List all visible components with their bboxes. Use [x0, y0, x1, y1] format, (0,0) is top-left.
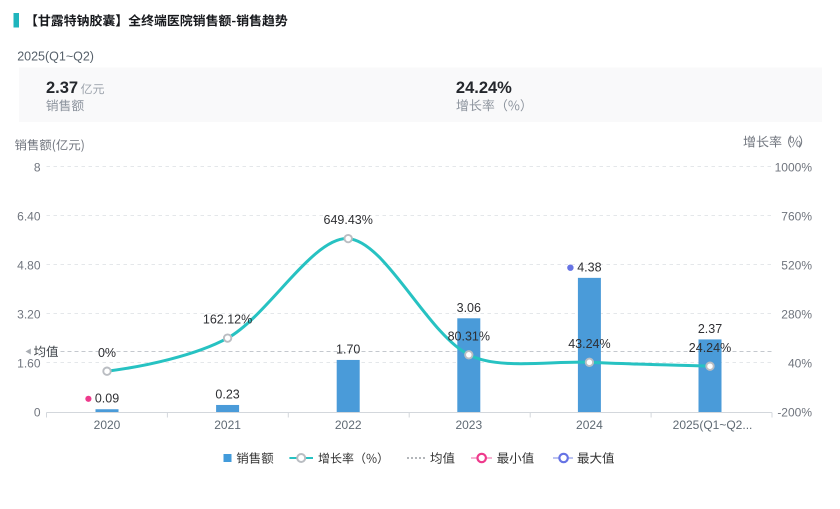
- svg-text:649.43%: 649.43%: [324, 213, 373, 227]
- svg-text:1.70: 1.70: [336, 342, 360, 356]
- svg-text:40%: 40%: [788, 356, 812, 370]
- svg-text:760%: 760%: [781, 209, 812, 223]
- svg-text:4.38: 4.38: [577, 260, 601, 274]
- svg-text:2025(Q1~Q2): 2025(Q1~Q2): [17, 50, 94, 64]
- svg-text:4.80: 4.80: [17, 258, 41, 272]
- svg-text:2025(Q1~Q2...: 2025(Q1~Q2...: [673, 418, 753, 432]
- svg-text:2.37: 2.37: [698, 322, 722, 336]
- svg-text:3.06: 3.06: [457, 301, 481, 315]
- svg-text:0%: 0%: [98, 346, 116, 360]
- svg-text:2024: 2024: [576, 418, 603, 432]
- svg-text:-200%: -200%: [777, 405, 812, 419]
- svg-text:43.24%: 43.24%: [568, 337, 610, 351]
- svg-text:2.37: 2.37: [46, 79, 78, 97]
- svg-text:280%: 280%: [781, 307, 812, 321]
- svg-text:80.31%: 80.31%: [448, 329, 490, 343]
- svg-text:520%: 520%: [781, 258, 812, 272]
- svg-text:2022: 2022: [335, 418, 362, 432]
- svg-text:1000%: 1000%: [775, 160, 813, 174]
- svg-text:2021: 2021: [214, 418, 241, 432]
- svg-text:24.24%: 24.24%: [689, 341, 731, 355]
- svg-text:1.60: 1.60: [17, 356, 41, 370]
- svg-text:3.20: 3.20: [17, 307, 41, 321]
- svg-text:2020: 2020: [94, 418, 121, 432]
- svg-text:6.40: 6.40: [17, 209, 41, 223]
- svg-text:0.09: 0.09: [95, 392, 119, 406]
- svg-text:24.24%: 24.24%: [456, 79, 512, 97]
- svg-text:0: 0: [34, 405, 41, 419]
- svg-text:2023: 2023: [455, 418, 482, 432]
- svg-text:162.12%: 162.12%: [203, 313, 252, 327]
- svg-text:0.23: 0.23: [215, 387, 239, 401]
- svg-text:8: 8: [34, 160, 41, 174]
